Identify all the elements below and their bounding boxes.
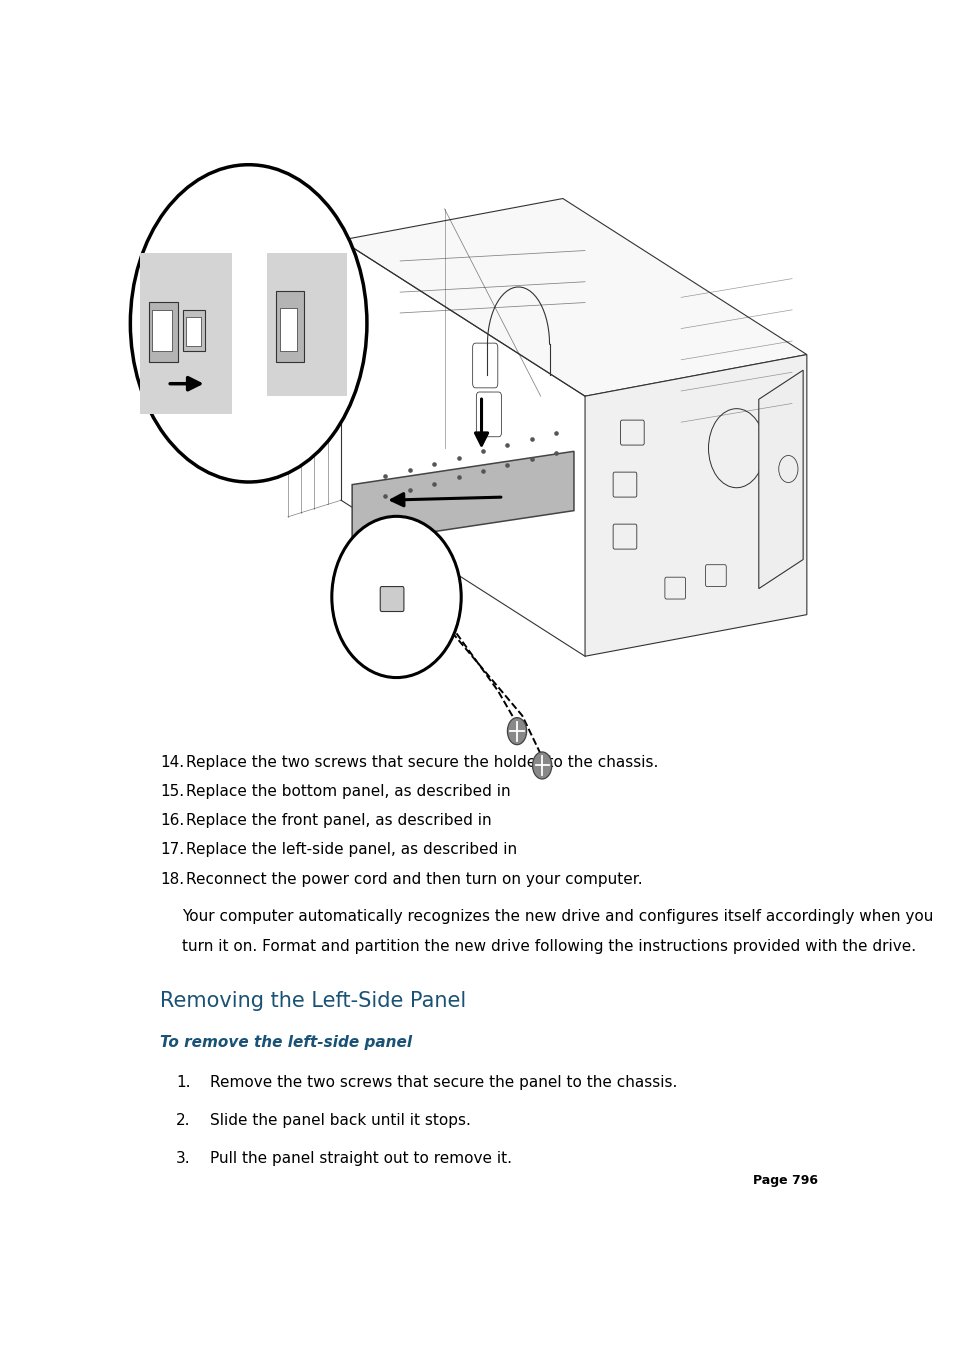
- Bar: [149, 301, 178, 362]
- Text: turn it on. Format and partition the new drive following the instructions provid: turn it on. Format and partition the new…: [182, 939, 915, 954]
- Ellipse shape: [332, 516, 460, 678]
- Text: Slide the panel back until it stops.: Slide the panel back until it stops.: [210, 1113, 471, 1128]
- Text: 1.: 1.: [176, 1075, 191, 1090]
- Text: 14.: 14.: [160, 755, 184, 770]
- Polygon shape: [352, 451, 574, 544]
- Text: To remove the left-side panel: To remove the left-side panel: [160, 1035, 412, 1050]
- Text: 15.: 15.: [160, 784, 184, 800]
- Text: Removing the Left-Side Panel: Removing the Left-Side Panel: [160, 992, 466, 1011]
- Text: Replace the front panel, as described in: Replace the front panel, as described in: [186, 813, 496, 828]
- Bar: [186, 317, 200, 346]
- Text: 17.: 17.: [160, 843, 184, 858]
- Bar: [267, 253, 347, 396]
- Text: Reconnect the power cord and then turn on your computer.: Reconnect the power cord and then turn o…: [186, 871, 641, 886]
- Text: Page 796: Page 796: [752, 1174, 817, 1186]
- Bar: [280, 308, 296, 351]
- Polygon shape: [584, 354, 806, 657]
- Circle shape: [507, 717, 526, 744]
- Text: Replace the bottom panel, as described in: Replace the bottom panel, as described i…: [186, 784, 515, 800]
- Text: Remove the two screws that secure the panel to the chassis.: Remove the two screws that secure the pa…: [210, 1075, 677, 1090]
- Text: Replace the left-side panel, as described in: Replace the left-side panel, as describe…: [186, 843, 521, 858]
- Text: Pull the panel straight out to remove it.: Pull the panel straight out to remove it…: [210, 1151, 512, 1166]
- Text: Replace the two screws that secure the holder to the chassis.: Replace the two screws that secure the h…: [186, 755, 658, 770]
- Text: 2.: 2.: [176, 1113, 191, 1128]
- Text: 16.: 16.: [160, 813, 184, 828]
- FancyBboxPatch shape: [380, 586, 403, 612]
- Bar: [275, 290, 304, 362]
- Circle shape: [532, 753, 551, 780]
- Ellipse shape: [131, 165, 367, 482]
- Bar: [140, 253, 233, 413]
- Polygon shape: [758, 370, 802, 589]
- Bar: [183, 309, 205, 351]
- Text: Your computer automatically recognizes the new drive and configures itself accor: Your computer automatically recognizes t…: [182, 909, 932, 924]
- Bar: [152, 309, 172, 351]
- Polygon shape: [341, 199, 806, 396]
- Text: 18.: 18.: [160, 871, 184, 886]
- Text: 3.: 3.: [176, 1151, 191, 1166]
